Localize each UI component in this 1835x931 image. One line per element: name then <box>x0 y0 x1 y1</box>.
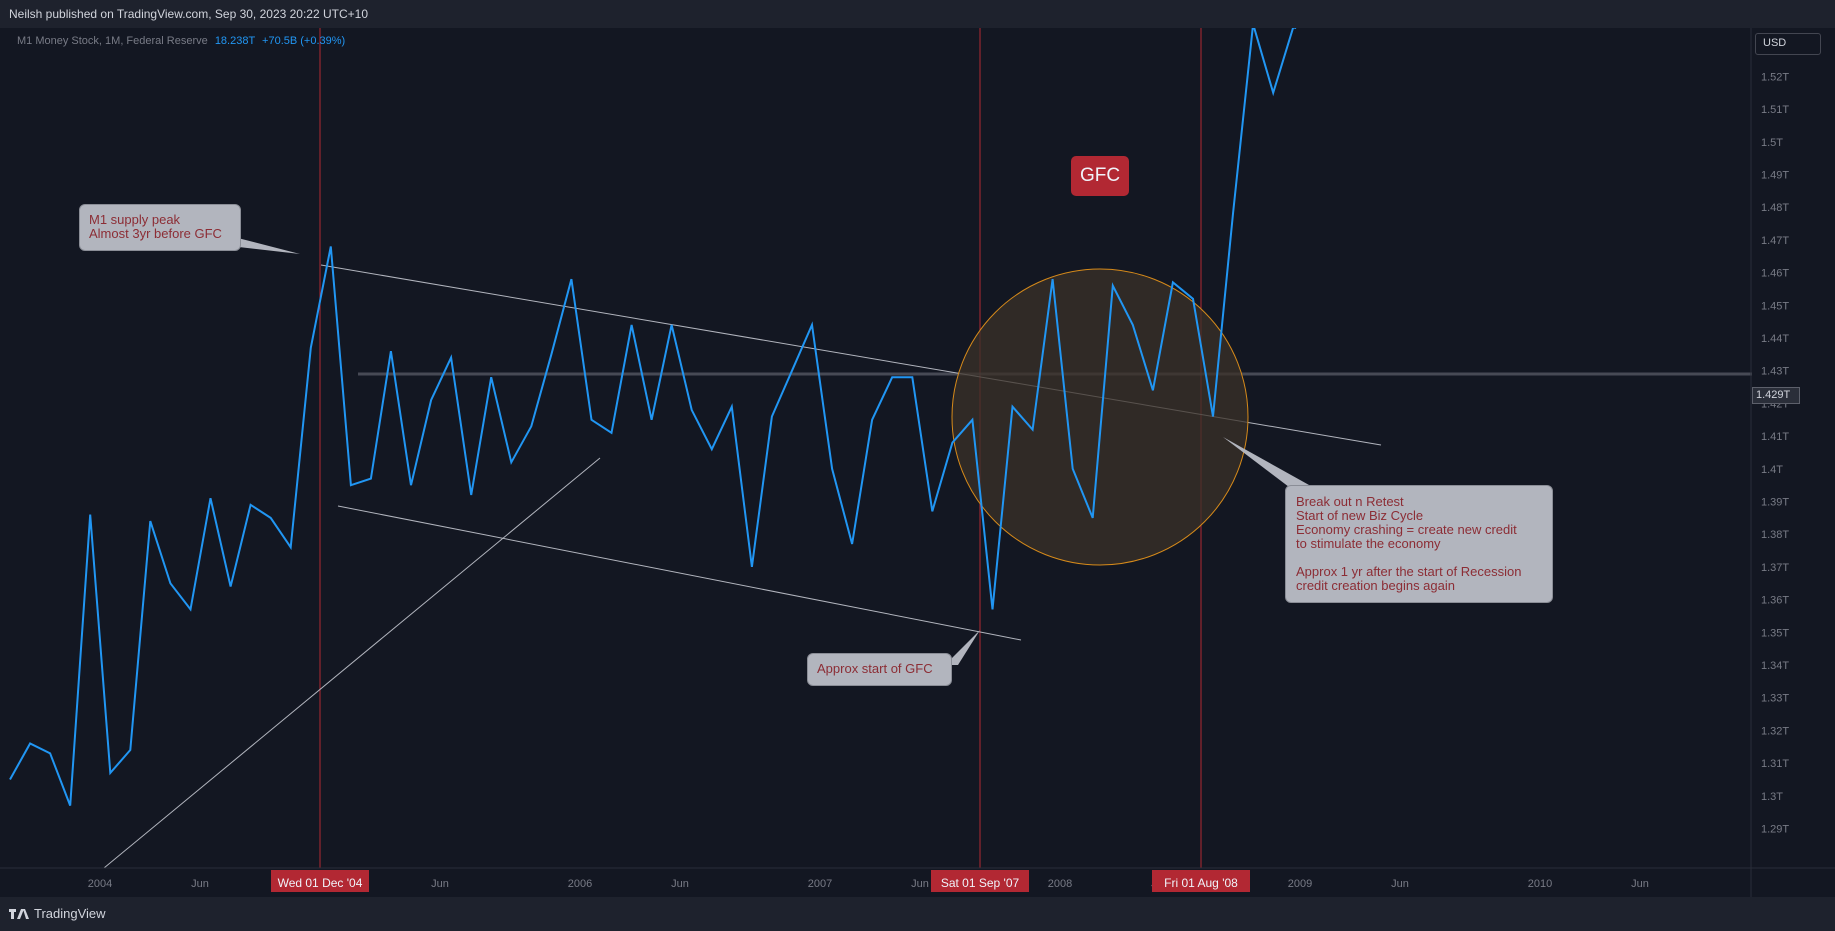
time-tick-label: Jun <box>1631 878 1649 890</box>
peak-callout-line1: M1 supply peak <box>89 212 181 227</box>
legend-symbol: M1 Money Stock, 1M, Federal Reserve <box>17 35 208 47</box>
breakout-circle[interactable] <box>951 268 1249 566</box>
diagonal-trendline[interactable] <box>103 457 601 869</box>
price-tick-label: 1.48T <box>1761 202 1789 214</box>
price-tick-label: 1.32T <box>1761 725 1789 737</box>
peak-callout-pointer <box>230 236 300 254</box>
breakout-callout-line2: Start of new Biz Cycle <box>1296 508 1424 523</box>
breakout-callout-line3: Economy crashing = create new credit <box>1296 522 1517 537</box>
price-tick-label: 1.35T <box>1761 627 1789 639</box>
date-marker-label-box <box>1152 870 1250 892</box>
breakout-callout-pointer <box>1223 437 1318 490</box>
brand-label: TradingView <box>34 906 106 921</box>
price-tick-label: 1.46T <box>1761 268 1789 280</box>
price-tick-label: 1.4T <box>1761 464 1783 476</box>
gfc-badge[interactable]: GFC <box>1071 156 1129 196</box>
breakout-callout-line6: credit creation begins again <box>1296 578 1455 593</box>
footer-bar: TradingView <box>0 897 1835 931</box>
price-tick-label: 1.29T <box>1761 824 1789 836</box>
price-tick-label: 1.34T <box>1761 660 1789 672</box>
date-marker-label-box <box>271 870 369 892</box>
date-marker-label: Sat 01 Sep '07 <box>941 876 1020 890</box>
price-tick-label: 1.52T <box>1761 71 1789 83</box>
tradingview-brand[interactable]: TradingView <box>9 906 106 921</box>
price-tick-label: 1.49T <box>1761 170 1789 182</box>
price-tick-label: 1.5T <box>1761 137 1783 149</box>
time-tick-label: Jun <box>1391 878 1409 890</box>
lower-trendline[interactable] <box>337 505 1022 641</box>
legend-change: +70.5B (+0.39%) <box>262 35 346 47</box>
price-tick-label: 1.33T <box>1761 693 1789 705</box>
price-tick-label: 1.37T <box>1761 562 1789 574</box>
time-tick-label: Jun <box>671 878 689 890</box>
gfc-start-callout-pointer <box>945 630 980 665</box>
time-tick-label: 2004 <box>88 878 112 890</box>
breakout-callout-line4: to stimulate the economy <box>1296 536 1441 551</box>
date-marker-label-box <box>931 870 1029 892</box>
price-tick-label: 1.39T <box>1761 497 1789 509</box>
legend-value: 18.238T <box>214 35 255 47</box>
peak-callout[interactable]: M1 supply peak Almost 3yr before GFC <box>79 204 241 251</box>
time-tick-label: 2007 <box>808 878 832 890</box>
time-tick-label: Jun <box>431 878 449 890</box>
time-tick-label: 2008 <box>1048 878 1072 890</box>
time-tick-label: 2009 <box>1288 878 1312 890</box>
time-tick-label: 2006 <box>568 878 592 890</box>
last-price-label: 1.429T <box>1752 387 1800 404</box>
breakout-callout[interactable]: Break out n Retest Start of new Biz Cycl… <box>1285 485 1553 603</box>
series-legend[interactable]: M1 Money Stock, 1M, Federal Reserve 18.2… <box>17 35 345 47</box>
price-tick-label: 1.38T <box>1761 529 1789 541</box>
price-tick-label: 1.3T <box>1761 791 1783 803</box>
price-tick-label: 1.41T <box>1761 431 1789 443</box>
price-tick-label: 1.45T <box>1761 300 1789 312</box>
price-tick-label: 1.43T <box>1761 366 1789 378</box>
price-tick-label: 1.36T <box>1761 595 1789 607</box>
publish-info: Neilsh published on TradingView.com, Sep… <box>9 7 369 21</box>
date-marker-label: Wed 01 Dec '04 <box>278 876 363 890</box>
time-tick-label: Jun <box>911 878 929 890</box>
price-tick-label: 1.51T <box>1761 104 1789 116</box>
m1-series-line <box>9 28 1297 806</box>
price-tick-label: 1.44T <box>1761 333 1789 345</box>
date-marker-label: Fri 01 Aug '08 <box>1164 876 1238 890</box>
breakout-callout-line1: Break out n Retest <box>1296 494 1404 509</box>
time-tick-label: 2010 <box>1528 878 1552 890</box>
currency-button[interactable]: USD <box>1755 33 1821 55</box>
time-tick-label: Jun <box>191 878 209 890</box>
peak-callout-line2: Almost 3yr before GFC <box>89 226 222 241</box>
gfc-start-callout[interactable]: Approx start of GFC <box>807 653 952 686</box>
chart-background <box>0 28 1835 897</box>
publish-bar: Neilsh published on TradingView.com, Sep… <box>0 0 1835 28</box>
price-tick-label: 1.47T <box>1761 235 1789 247</box>
price-tick-label: 1.31T <box>1761 758 1789 770</box>
tradingview-logo-icon <box>9 908 29 919</box>
breakout-callout-line5: Approx 1 yr after the start of Recession <box>1296 564 1522 579</box>
date-marker-labels: Wed 01 Dec '04 Sat 01 Sep '07 Fri 01 Aug '… <box>271 870 1250 892</box>
price-chart[interactable]: 1.53T1.52T1.51T1.5T1.49T1.48T1.47T1.46T1… <box>0 28 1835 897</box>
gfc-start-callout-line1: Approx start of GFC <box>817 661 933 676</box>
